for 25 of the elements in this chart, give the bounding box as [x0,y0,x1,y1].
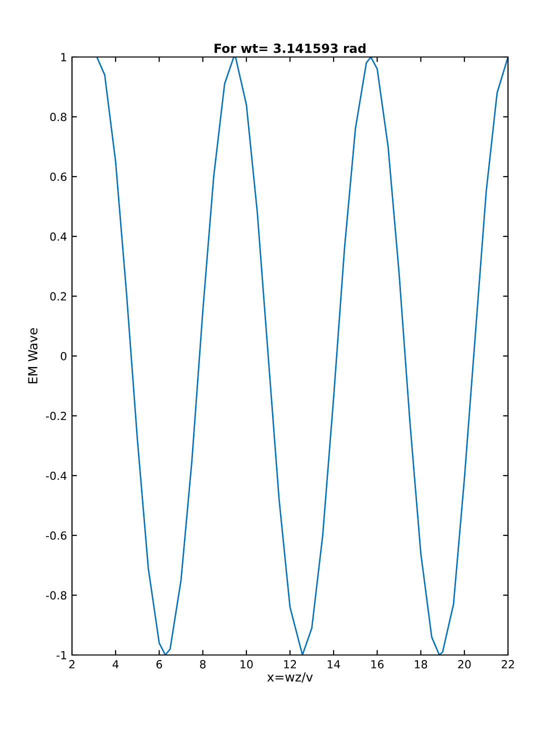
y-tick-label: 0 [60,352,66,360]
x-tick-label: 14 [328,660,340,668]
x-tick-label: 16 [371,660,384,668]
x-axis-title: x=wz/v [267,672,313,683]
x-tick-label: 22 [502,660,514,668]
y-tick-label: 0.2 [50,292,66,301]
x-tick-label: 4 [112,660,119,668]
y-tick-label: 1 [61,53,66,62]
y-tick-label: 0.6 [50,172,66,181]
x-tick-label: 8 [200,660,206,668]
y-tick-label: -0.6 [46,531,66,540]
y-tick-label: -0.8 [46,591,66,600]
x-tick-label: 2 [69,660,74,668]
x-tick-label: 18 [414,660,428,668]
x-tick-label: 20 [458,660,471,668]
x-tick-label: 10 [240,660,253,668]
y-tick-label: -1 [56,651,66,660]
y-tick-label: 0.4 [50,232,67,241]
chart-title: For wt= 3.141593 rad [214,43,366,54]
y-tick-label: 0.8 [50,112,66,122]
x-tick-label: 12 [284,660,296,668]
y-axis-title: EM Wave [28,328,38,384]
y-tick-label: -0.2 [46,412,66,420]
y-tick-label: -0.4 [46,472,67,480]
x-tick-label: 6 [156,660,162,668]
